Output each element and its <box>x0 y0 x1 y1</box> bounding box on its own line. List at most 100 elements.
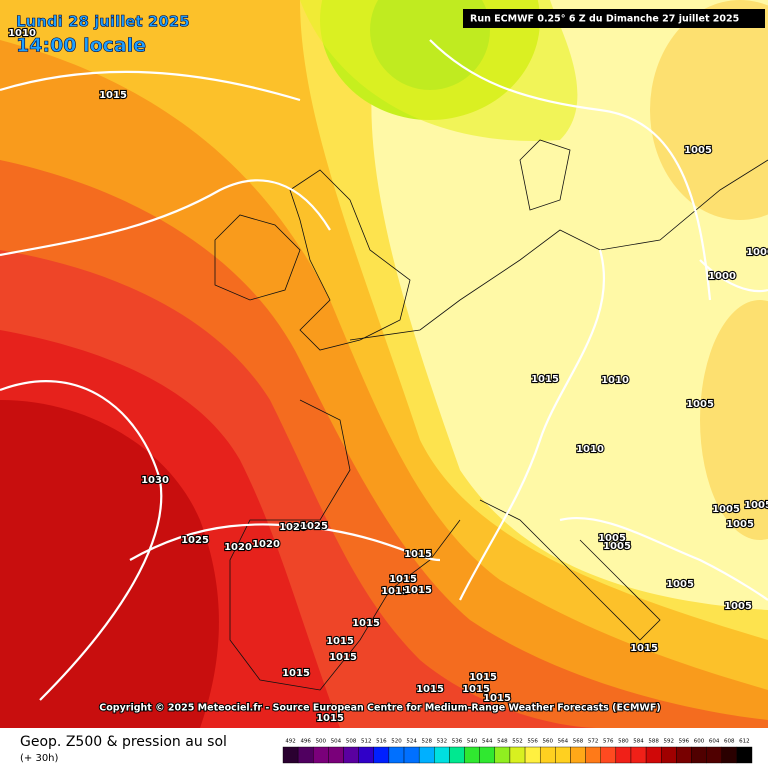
isobar-label: 1015 <box>483 693 511 704</box>
legend-swatch <box>706 746 722 764</box>
legend-label: 496 <box>300 739 311 745</box>
legend-label: 556 <box>527 739 538 745</box>
run-box <box>463 9 765 28</box>
footer-title: Geop. Z500 & pression au sol <box>20 734 227 750</box>
isobar-labels: 1010 1015 1005 1000 1000 1015 1010 1005 1010 1030… <box>7 27 768 725</box>
legend-label: 552 <box>512 739 523 745</box>
legend-swatch <box>676 746 692 764</box>
legend-swatch <box>494 746 511 764</box>
isobar-label: 1015 <box>416 684 444 695</box>
isobar-label: 1010 <box>601 375 629 386</box>
isobar-label: 1005 <box>686 399 714 410</box>
legend-label: 564 <box>558 739 569 745</box>
legend-label: 540 <box>467 739 478 745</box>
legend-label: 580 <box>618 739 629 745</box>
legend-label: 508 <box>346 739 357 745</box>
isobar-label: 1005 <box>603 541 631 552</box>
legend-label: 492 <box>285 739 296 745</box>
legend-swatch <box>479 746 496 764</box>
legend-swatch <box>373 746 390 764</box>
legend-label: 528 <box>421 739 432 745</box>
legend-swatch <box>555 746 571 764</box>
legend-swatch <box>358 746 374 764</box>
legend-label: 504 <box>331 739 342 745</box>
isobar-label: 1005 <box>684 145 712 156</box>
isobar-label: 1020 <box>252 539 280 550</box>
legend-label: 548 <box>497 739 508 745</box>
legend-swatch <box>661 746 677 764</box>
legend-swatch <box>645 746 662 764</box>
footer-subtitle: (+ 30h) <box>20 753 59 764</box>
isobar-label: 1020 <box>224 542 252 553</box>
legend-label: 592 <box>664 739 675 745</box>
isobar-label: 1015 <box>404 585 432 596</box>
isobar-label: 1015 <box>531 374 559 385</box>
legend-label: 608 <box>724 739 735 745</box>
legend-label: 576 <box>603 739 614 745</box>
isobar-label: 1015 <box>99 90 127 101</box>
isobar-label: 1000 <box>708 271 736 282</box>
legend-swatch <box>736 746 753 764</box>
copyright: Copyright © 2025 Meteociel.fr - Source E… <box>99 703 660 714</box>
legend-label: 524 <box>406 739 417 745</box>
isobar-label: 1015 <box>282 668 310 679</box>
isobar-label: 1015 <box>630 643 658 654</box>
isobar-label: 1005 <box>712 504 740 515</box>
isobar-label: 1025 <box>181 535 209 546</box>
legend-swatch <box>343 746 359 764</box>
legend-swatch <box>464 746 480 764</box>
legend-label: 512 <box>361 739 372 745</box>
date: Lundi 28 juillet 2025 <box>16 13 190 31</box>
map-background <box>0 0 768 728</box>
legend-label: 520 <box>391 739 402 745</box>
legend-label: 588 <box>648 739 659 745</box>
legend-label: 536 <box>452 739 463 745</box>
legend-label: 612 <box>739 739 750 745</box>
legend-label: 584 <box>633 739 644 745</box>
legend-swatch <box>297 746 314 764</box>
legend-swatch <box>509 746 526 764</box>
legend-swatch <box>600 746 617 764</box>
isobar-label: 1030 <box>141 475 169 486</box>
isobar-label: 1020 <box>279 522 307 533</box>
legend-swatch <box>539 746 556 764</box>
isobar-label: 1015 <box>352 618 380 629</box>
isobar-label: 1025 <box>300 521 328 532</box>
legend: 492 496 500 504 508 512 516 520 524 528 532 536 540 5… <box>282 739 753 764</box>
legend-swatch <box>403 746 420 764</box>
isobar-label: 1005 <box>666 579 694 590</box>
legend-label: 500 <box>316 739 327 745</box>
legend-label: 560 <box>543 739 554 745</box>
legend-swatch <box>282 746 299 764</box>
isobar-label: 1015 <box>462 684 490 695</box>
legend-label: 532 <box>437 739 448 745</box>
isobar-label: 1015 <box>404 549 432 560</box>
isobar-label: 1015 <box>316 713 344 724</box>
legend-swatch <box>570 746 586 764</box>
isobar-label: 1010 <box>576 444 604 455</box>
isobar-label: 1005 <box>744 500 768 511</box>
legend-label: 600 <box>694 739 705 745</box>
legend-swatch <box>328 746 344 764</box>
legend-swatch <box>449 746 465 764</box>
legend-swatch <box>313 746 329 764</box>
legend-swatch <box>434 746 450 764</box>
isobar-label: 1000 <box>746 247 768 258</box>
coastlines <box>214 139 768 691</box>
legend-label: 568 <box>573 739 584 745</box>
isobar-label: 1015 <box>389 574 417 585</box>
isobar-label: 1015 <box>381 586 409 597</box>
legend-swatch <box>721 746 738 764</box>
isobar-label: 1015 <box>469 672 497 683</box>
isobars <box>0 39 768 701</box>
legend-label: 572 <box>588 739 599 745</box>
legend-swatch <box>388 746 405 764</box>
legend-swatch <box>691 746 707 764</box>
legend-swatch <box>418 746 435 764</box>
legend-label: 604 <box>709 739 720 745</box>
legend-label: 596 <box>679 739 690 745</box>
legend-swatch <box>585 746 601 764</box>
legend-swatch <box>524 746 541 764</box>
isobar-label: 1010 <box>8 28 36 39</box>
